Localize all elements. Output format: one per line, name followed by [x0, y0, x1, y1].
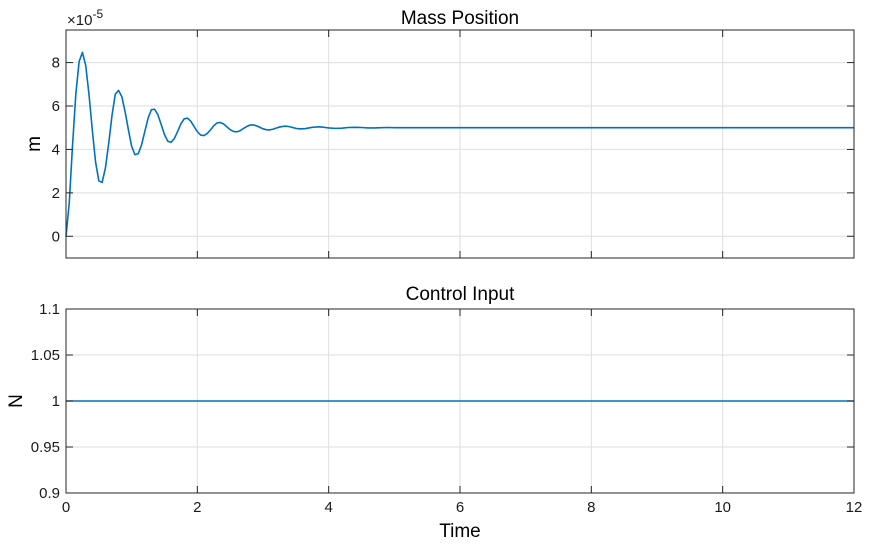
y-tick-label: 6 [52, 98, 60, 115]
y-tick-label: 2 [52, 185, 60, 202]
y-tick-label: 0 [52, 228, 60, 245]
x-tick-label: 6 [456, 499, 464, 516]
mass-position-axes: 0 2 4 6 8 Mass Position m ×10-5 [24, 7, 855, 259]
x-tick-label: 2 [193, 499, 201, 516]
control-input-ylabel: N [6, 394, 27, 408]
mass-position-y-exponent: ×10-5 [67, 7, 103, 29]
y-tick-label: 1.05 [31, 347, 60, 364]
control-input-y-tick-labels: 0.9 0.95 1 1.05 1.1 [31, 301, 60, 502]
x-tick-label: 8 [587, 499, 595, 516]
y-tick-label: 1 [52, 393, 60, 410]
y-tick-label: 4 [52, 141, 60, 158]
x-tick-label: 10 [714, 499, 731, 516]
x-tick-label: 0 [62, 499, 70, 516]
mass-position-title: Mass Position [401, 8, 519, 29]
mass-position-series [65, 51, 854, 237]
control-input-ticks [65, 308, 855, 494]
exponent-base: ×10 [67, 12, 92, 29]
y-tick-label: 8 [52, 55, 60, 72]
x-tick-label: 4 [324, 499, 332, 516]
exponent-power: -5 [92, 7, 103, 21]
y-tick-label: 1.1 [39, 301, 60, 318]
control-input-x-tick-labels: 0 2 4 6 8 10 12 [62, 499, 863, 516]
y-tick-label: 0.95 [31, 439, 60, 456]
y-tick-label: 0.9 [39, 485, 60, 502]
mass-position-grid [66, 30, 854, 258]
x-tick-label: 12 [846, 499, 863, 516]
mass-position-y-tick-labels: 0 2 4 6 8 [52, 55, 60, 246]
control-input-title: Control Input [406, 284, 516, 305]
mass-position-ylabel: m [24, 136, 45, 152]
mass-position-ticks [65, 30, 855, 258]
series-line [65, 51, 854, 237]
control-input-xlabel: Time [439, 521, 481, 542]
